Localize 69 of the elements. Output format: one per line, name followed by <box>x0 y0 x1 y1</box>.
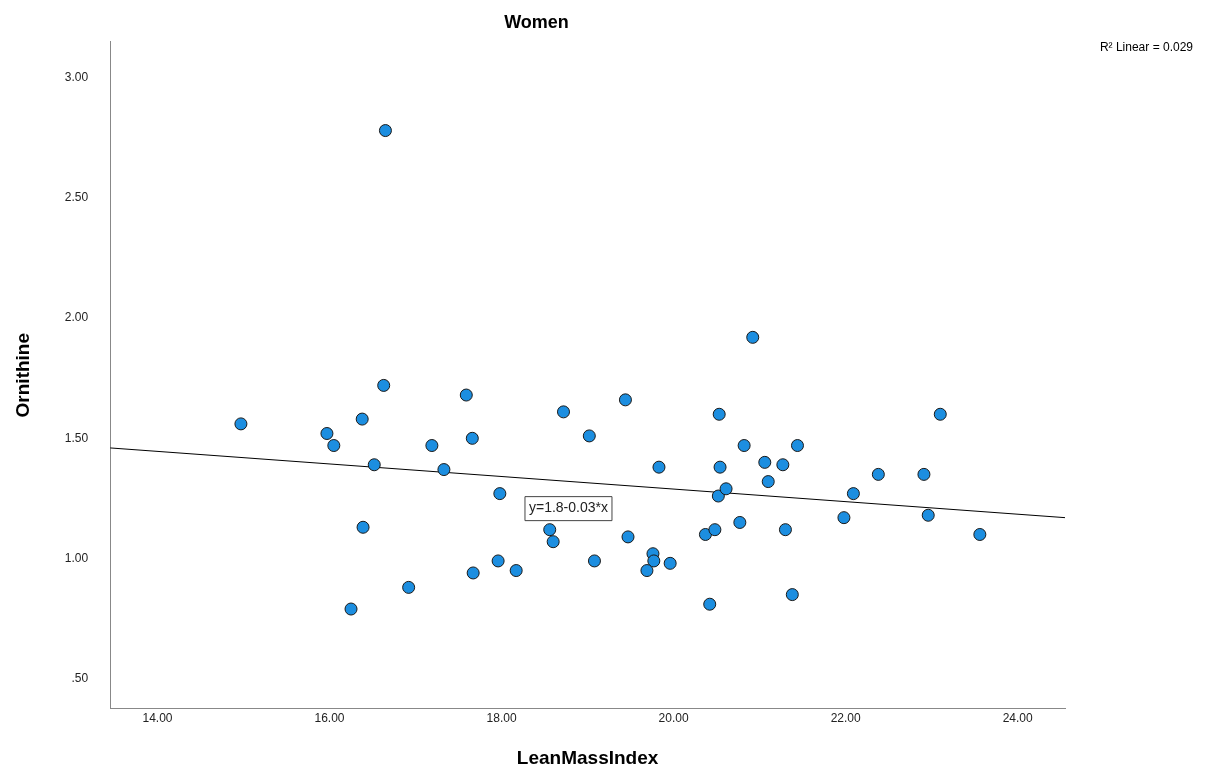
point <box>698 527 712 541</box>
point <box>647 554 661 568</box>
annotation: y=1.8-0.03*x <box>528 499 608 516</box>
point <box>776 458 790 472</box>
y-tick-label: 1.50 <box>64 430 89 445</box>
point <box>556 405 570 419</box>
point <box>402 580 416 594</box>
point <box>652 460 666 474</box>
point <box>425 439 439 453</box>
point <box>703 597 717 611</box>
point <box>711 489 725 503</box>
text: R² Linear = 0.029 <box>1099 40 1194 55</box>
point <box>837 511 851 525</box>
point <box>785 588 799 602</box>
point <box>356 520 370 534</box>
point <box>712 407 726 421</box>
point <box>790 439 804 453</box>
point <box>582 429 596 443</box>
point <box>758 455 772 469</box>
point <box>778 523 792 537</box>
x-tick-label: 20.00 <box>658 711 689 726</box>
point <box>621 530 635 544</box>
point <box>933 407 947 421</box>
point <box>746 330 760 344</box>
point <box>378 124 392 138</box>
x-tick-label: 24.00 <box>1002 711 1034 726</box>
point <box>466 566 480 580</box>
y-tick-label: 2.00 <box>64 310 89 325</box>
point <box>973 527 987 541</box>
chart-title: Women <box>504 11 569 32</box>
point <box>846 487 860 501</box>
point <box>640 564 654 578</box>
x-tick-label: 14.00 <box>142 711 173 726</box>
x-tick-label: 22.00 <box>830 711 861 726</box>
y-tick-label: .50 <box>71 671 89 686</box>
point <box>733 515 747 529</box>
point <box>618 393 632 407</box>
point <box>491 554 505 568</box>
point <box>377 378 391 392</box>
point <box>459 388 473 402</box>
x-tick-label: 16.00 <box>314 711 345 726</box>
point <box>509 564 523 578</box>
point <box>587 554 601 568</box>
point <box>708 523 722 537</box>
point <box>871 467 885 481</box>
point <box>367 458 381 472</box>
point <box>493 487 507 501</box>
x-axis-title: LeanMassIndex <box>516 746 659 768</box>
point <box>719 482 733 496</box>
y-tick-label: 1.00 <box>64 550 89 565</box>
point <box>546 535 560 549</box>
point <box>437 463 451 477</box>
point <box>344 602 358 616</box>
point <box>327 439 341 453</box>
y-tick-label: 3.00 <box>64 69 89 84</box>
point <box>917 467 931 481</box>
y-tick-label: 2.50 <box>64 190 89 205</box>
point <box>465 431 479 445</box>
point <box>355 412 369 426</box>
point <box>921 508 935 522</box>
point <box>713 460 727 474</box>
point <box>234 417 248 431</box>
point <box>761 475 775 489</box>
point <box>320 427 334 441</box>
point <box>737 439 751 453</box>
point <box>543 523 557 537</box>
point <box>663 556 677 570</box>
x-tick-label: 18.00 <box>486 711 517 726</box>
y-axis-title: Ornithine <box>11 332 33 418</box>
